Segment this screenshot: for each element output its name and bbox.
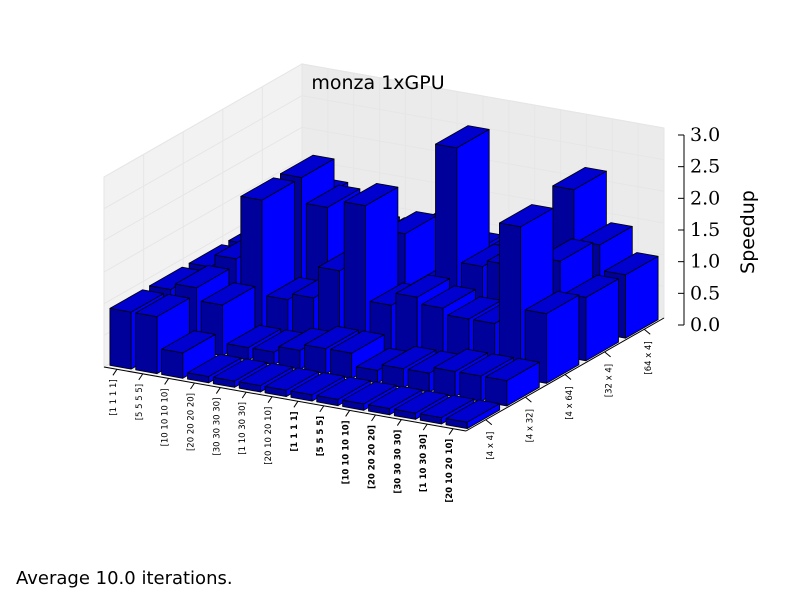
iterations-note: Average 10.0 iterations. [16, 568, 233, 589]
x-tick-label: [30 30 30 30] [393, 429, 403, 493]
bar-top-face [304, 325, 359, 350]
y-tick [604, 351, 611, 358]
x-tick-label: [30 30 30 30] [212, 398, 222, 456]
bar-top-face [368, 385, 423, 409]
bar-top-face [187, 353, 242, 377]
bar-top-face [330, 330, 385, 354]
bar-top-face [161, 330, 216, 354]
y-tick [525, 396, 532, 403]
x-tick [319, 405, 325, 413]
x-tick-label: [1 10 30 30] [238, 402, 248, 455]
x-tick [190, 382, 195, 390]
bar-top-face [290, 372, 346, 396]
bar-top-face [485, 357, 540, 382]
x-axis-line [103, 366, 467, 432]
bar-top-face [433, 348, 489, 372]
bar-top-face [445, 399, 501, 423]
bar-top-face [342, 381, 397, 405]
z-tick-label: 0.5 [690, 282, 720, 304]
chart-title: monza 1xGPU [311, 72, 444, 94]
bar-top-face [604, 252, 659, 276]
x-tick [215, 387, 221, 394]
bar-top-face [174, 265, 230, 289]
z-tick-label: 2.5 [690, 156, 720, 178]
x-tick [345, 410, 351, 417]
y-tick [485, 419, 493, 426]
x-tick [241, 391, 247, 399]
z-axis-label: Speedup [737, 190, 759, 274]
x-tick-label: [20 10 20 10] [264, 407, 274, 465]
x-tick-label: [20 20 20 20] [186, 393, 196, 451]
x-tick-label: [1 1 1 1] [290, 411, 300, 451]
bar-top-face [395, 274, 451, 298]
grid-line-z [103, 158, 665, 273]
x-tick-label: [1 10 30 30] [419, 434, 429, 492]
x-tick-label: [5 5 5 5] [316, 416, 326, 456]
x-tick [138, 373, 144, 381]
bar-top-face [498, 204, 554, 228]
grid-line-z [103, 95, 665, 210]
x-tick [293, 401, 299, 408]
bar-top-face [264, 367, 320, 391]
bar-top-face [343, 182, 399, 207]
bar-top-face [435, 125, 490, 149]
bar [445, 399, 501, 430]
x-tick [448, 428, 454, 435]
bar-front-face [135, 312, 158, 375]
bar-top-face [226, 324, 282, 349]
x-tick-label: [10 10 10 10] [161, 388, 171, 446]
bar-top-face [305, 184, 361, 208]
bar-top-face [279, 154, 335, 178]
bar-top-face [381, 345, 437, 370]
axes: [1 1 1 1] [5 5 5 5] [10 10 10 10] [20 20 20… [103, 124, 720, 503]
bar-top-face [421, 285, 476, 309]
x-tick-label: [1 1 1 1] [109, 379, 119, 415]
grid-line-z [103, 63, 665, 178]
z-tick-label: 3.0 [690, 124, 720, 146]
bar-top-face [135, 293, 190, 318]
bar-front-face [109, 307, 132, 370]
x-tick-label: [10 10 10 10] [342, 420, 352, 484]
x-tick [422, 423, 428, 431]
z-tick-label: 1.5 [690, 219, 720, 241]
bar-top-face [316, 376, 371, 400]
y-tick [564, 374, 572, 380]
x-tick [396, 419, 402, 426]
bar-top-face [109, 289, 165, 313]
y-tick [643, 328, 651, 335]
z-tick-label: 0.0 [690, 314, 720, 336]
z-tick-label: 2.0 [690, 187, 720, 209]
x-tick-label: [20 10 20 10] [445, 439, 455, 503]
bars [109, 125, 659, 430]
bar [485, 357, 540, 407]
bar-top-face [393, 390, 449, 414]
y-tick-label: [4 x 32] [525, 409, 535, 442]
y-tick-label: [32 x 4] [605, 364, 615, 397]
x-tick [164, 378, 170, 385]
bar-top-face [419, 394, 475, 419]
bar-top-face [212, 358, 268, 382]
bar-top-face [552, 166, 607, 191]
bar-top-face [524, 290, 580, 315]
z-tick-label: 1.0 [690, 251, 720, 273]
bar-top-face [459, 353, 514, 377]
x-tick [112, 369, 118, 376]
x-tick [371, 414, 376, 422]
x-tick-label: [5 5 5 5] [135, 384, 145, 420]
y-tick-label: [4 x 64] [565, 387, 575, 420]
bar-top-face [238, 362, 294, 387]
bar-top-face [240, 177, 295, 201]
x-tick-label: [20 20 20 20] [367, 425, 377, 489]
grid-line-z [103, 126, 665, 241]
y-tick-label: [4 x 4] [486, 432, 496, 460]
bar-top-face [200, 282, 256, 306]
bar-front-face [161, 348, 184, 379]
y-tick-label: [64 x 4] [644, 341, 654, 374]
x-tick [267, 396, 273, 403]
